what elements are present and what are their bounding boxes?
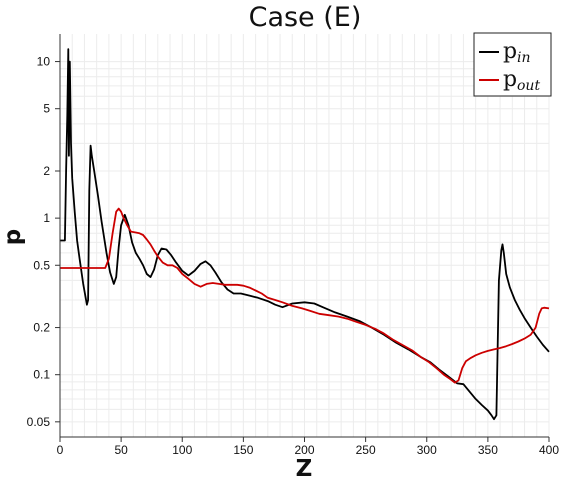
x-axis-label: Z	[296, 456, 313, 482]
x-tick-label: 150	[233, 443, 253, 457]
y-tick-label: 0.05	[27, 415, 51, 429]
series-line-p-in	[60, 48, 550, 421]
legend-label-p-in: p	[503, 39, 517, 64]
axes	[55, 34, 550, 442]
y-tick-label: 0.2	[33, 321, 50, 335]
legend-label-p-out: p	[503, 67, 517, 92]
tick-labels: 0 50 100 150 200 250 300 350 400 0.05 0.1 0.2 0.5 1 2 5…	[27, 55, 560, 457]
x-tick-label: 50	[114, 443, 128, 457]
x-tick-label: 200	[294, 443, 314, 457]
x-tick-label: 250	[356, 443, 376, 457]
chart-title: Case (E)	[249, 2, 362, 33]
series-layer	[60, 48, 550, 421]
y-tick-label: 0.1	[33, 368, 50, 382]
legend-subscript-p-in: in	[517, 50, 531, 66]
x-tick-label: 0	[57, 443, 64, 457]
series-line-p-out	[60, 207, 550, 384]
x-tick-label: 100	[172, 443, 192, 457]
y-tick-label: 5	[43, 102, 50, 116]
y-axis-label: p	[0, 229, 26, 245]
x-tick-label: 350	[478, 443, 498, 457]
x-tick-label: 300	[417, 443, 437, 457]
legend: p inp out	[473, 32, 552, 97]
legend-subscript-p-out: out	[517, 78, 540, 94]
y-tick-label: 10	[37, 55, 51, 69]
x-tick-label: 400	[539, 443, 559, 457]
legend-box	[473, 32, 552, 97]
grid	[59, 34, 550, 438]
y-tick-label: 0.5	[33, 258, 50, 272]
y-tick-label: 1	[43, 211, 50, 225]
y-tick-label: 2	[43, 164, 50, 178]
